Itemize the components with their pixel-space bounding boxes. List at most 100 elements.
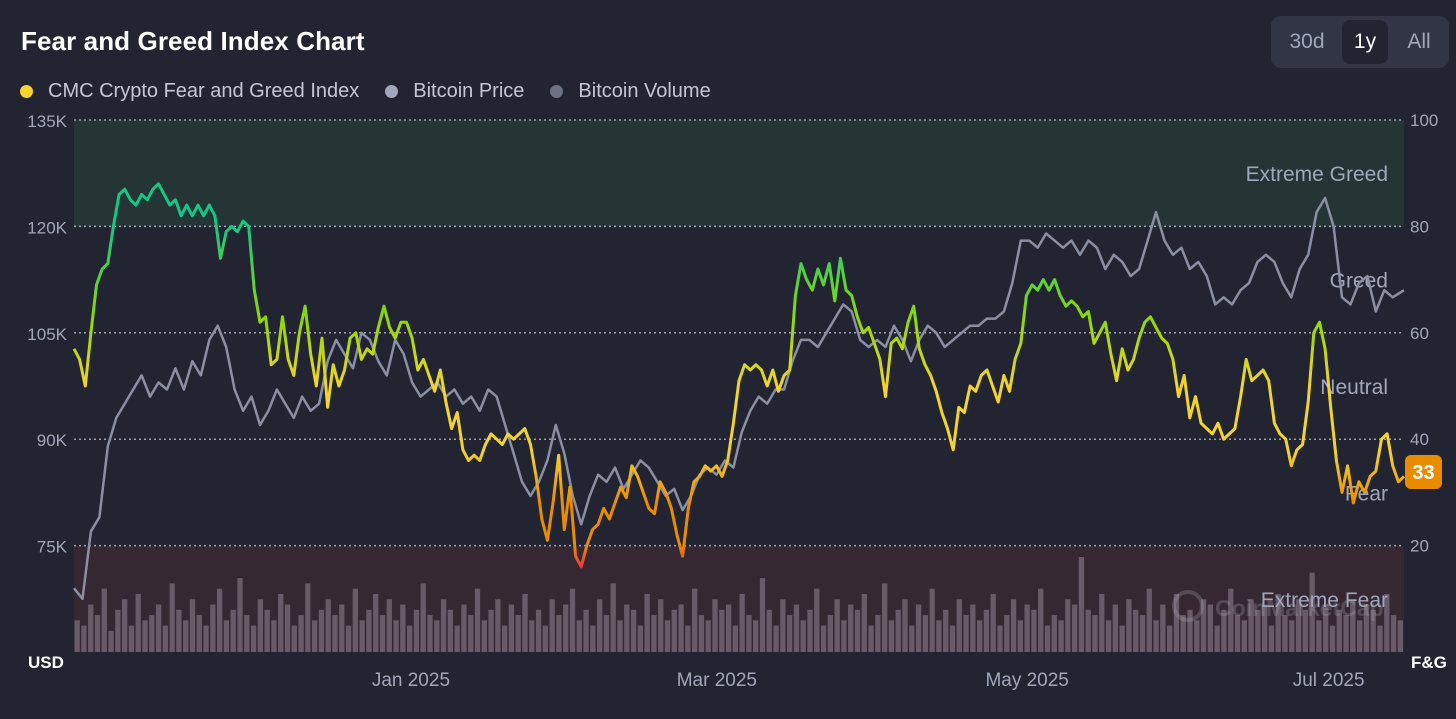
volume-bar — [359, 620, 365, 652]
volume-bar — [454, 625, 460, 652]
volume-bar — [230, 609, 236, 652]
volume-bar — [597, 599, 603, 652]
volume-bar — [318, 609, 325, 652]
left-tick-label: 90K — [37, 431, 68, 450]
volume-bar — [1085, 609, 1091, 652]
volume-bar — [1268, 625, 1275, 652]
legend-item-bitcoin-price[interactable]: Bitcoin Price — [385, 80, 524, 103]
volume-bar — [312, 620, 318, 652]
fear-greed-line — [72, 182, 1406, 569]
volume-bar — [122, 599, 128, 652]
volume-bar — [1207, 604, 1213, 652]
volume-bar — [386, 599, 392, 652]
chart-title: Fear and Greed Index Chart — [21, 26, 365, 56]
volume-bar — [895, 609, 901, 652]
legend-dot-fear-greed — [20, 84, 33, 98]
right-tick-label: 60 — [1410, 324, 1429, 343]
volume-bar — [1187, 609, 1193, 652]
volume-bar — [814, 588, 820, 652]
volume-bar — [1153, 620, 1159, 652]
volume-bar — [502, 625, 508, 652]
volume-bar — [189, 599, 196, 652]
volume-bar — [420, 583, 426, 652]
volume-bar — [413, 609, 420, 652]
left-tick-label: 120K — [27, 218, 67, 237]
volume-bar — [373, 593, 379, 652]
volume-bar — [1363, 604, 1370, 652]
volume-bar — [909, 625, 915, 652]
volume-bar — [74, 620, 80, 652]
legend-item-fear-greed[interactable]: CMC Crypto Fear and Greed Index — [20, 80, 359, 103]
volume-bar — [1051, 615, 1057, 652]
volume-bar — [298, 615, 304, 652]
volume-bar — [108, 630, 114, 652]
watermark-text: CoinMarketCap — [1215, 595, 1384, 621]
volume-bar — [1160, 604, 1166, 652]
volume-bar — [915, 604, 922, 652]
volume-bar — [977, 620, 983, 652]
x-tick-label: May 2025 — [985, 670, 1068, 691]
range-button-1y[interactable]: 1y — [1342, 20, 1388, 64]
left-axis-unit: USD — [28, 653, 64, 672]
volume-bar — [922, 615, 928, 652]
volume-bar — [1262, 604, 1268, 652]
volume-bar — [427, 615, 433, 652]
volume-bar — [678, 604, 684, 652]
volume-bar — [651, 615, 657, 652]
volume-bar — [664, 620, 671, 652]
volume-bar — [379, 615, 386, 652]
right-tick-label: 20 — [1410, 537, 1429, 556]
volume-bar — [1309, 572, 1315, 652]
volume-bar — [549, 599, 555, 652]
volume-bar — [447, 609, 453, 652]
volume-bar — [685, 625, 691, 652]
volume-bar — [861, 593, 867, 652]
volume-bar — [1390, 615, 1397, 652]
right-tick-label: 100 — [1410, 111, 1438, 130]
volume-bar — [746, 615, 752, 652]
volume-bar — [1302, 609, 1308, 652]
volume-bar — [1004, 615, 1010, 652]
volume-bar — [250, 625, 257, 652]
volume-bar — [624, 604, 630, 652]
zone-label: Extreme Greed — [1246, 163, 1388, 186]
volume-bar — [834, 599, 840, 652]
volume-bar — [535, 609, 542, 652]
volume-bar — [719, 609, 725, 652]
volume-bar — [787, 615, 793, 652]
range-button-all[interactable]: All — [1407, 30, 1431, 53]
volume-bar — [1038, 588, 1044, 652]
volume-bar — [284, 604, 291, 652]
volume-bar — [1180, 615, 1186, 652]
right-axis: 100 80 60 40 20 — [1410, 111, 1438, 556]
volume-bar — [88, 604, 94, 652]
volume-bar — [1146, 588, 1152, 652]
volume-bar — [970, 604, 976, 652]
volume-bar — [223, 620, 230, 652]
volume-bar — [1194, 620, 1200, 652]
range-button-30d[interactable]: 30d — [1289, 30, 1325, 53]
volume-bar — [590, 625, 596, 652]
volume-bar — [176, 609, 182, 652]
right-axis-unit: F&G — [1411, 653, 1447, 672]
chart-legend: CMC Crypto Fear and Greed Index Bitcoin … — [20, 78, 737, 104]
volume-bar — [1139, 615, 1146, 652]
volume-bar — [1370, 609, 1376, 652]
volume-bar — [264, 609, 270, 652]
volume-bar — [1017, 620, 1023, 652]
volume-bar — [1295, 599, 1302, 652]
time-range-switch: 30d 1y All — [1271, 16, 1449, 68]
volume-bar — [820, 625, 827, 652]
volume-bar — [149, 615, 155, 652]
volume-bar — [183, 620, 189, 652]
volume-bar — [135, 593, 141, 652]
volume-bar — [169, 583, 175, 652]
left-tick-label: 75K — [37, 538, 68, 557]
legend-label-fear-greed: CMC Crypto Fear and Greed Index — [48, 79, 360, 102]
legend-item-bitcoin-volume[interactable]: Bitcoin Volume — [550, 80, 711, 103]
x-axis: Jan 2025 Mar 2025 May 2025 Jul 2025 — [372, 670, 1365, 691]
volume-bar — [1112, 604, 1118, 652]
volume-bar — [468, 615, 474, 652]
volume-bar — [1119, 625, 1125, 652]
